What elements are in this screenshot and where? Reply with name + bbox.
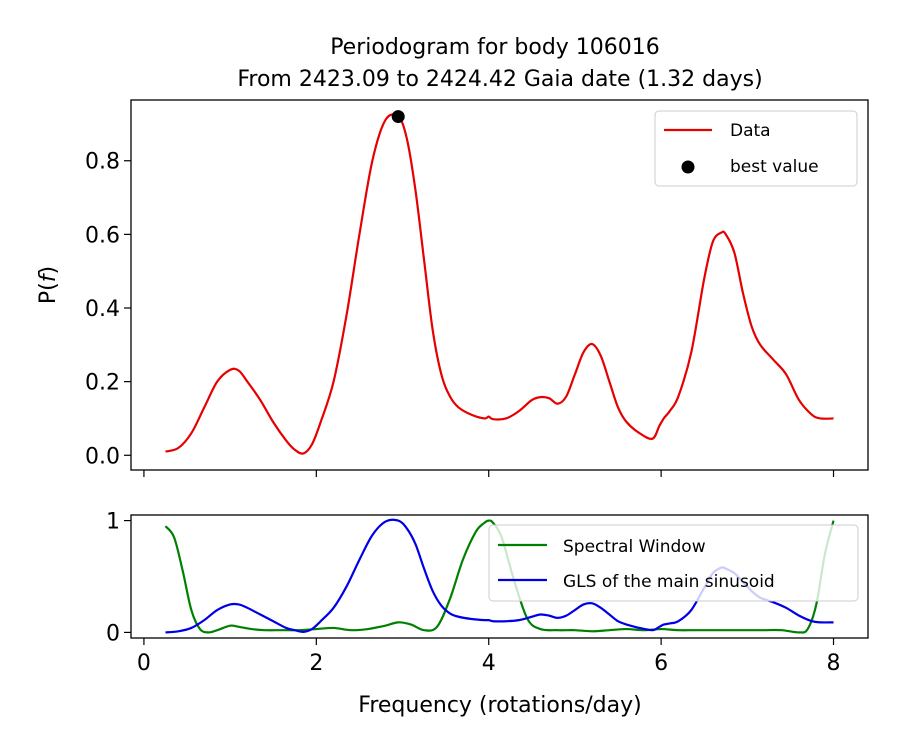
bottom-axes-frame [130,514,869,639]
bottom-y-tick-label: 1 [106,510,120,535]
x-axis-label: Frequency (rotations/day) [358,693,641,718]
bottom-legend-box [488,524,859,602]
bottom-axis-ticks: 0 2 4 6 8 0 1 [106,510,841,676]
bottom-x-tick-label: 6 [654,651,668,676]
bottom-x-tick-label: 2 [309,651,323,676]
bottom-y-tick-label: 0 [106,621,120,646]
chart-title: Periodogram for body 106016 [330,35,660,60]
chart-subtitle: From 2423.09 to 2424.42 Gaia date (1.32 … [237,67,762,92]
top-axes: 0.0 0.2 0.4 0.6 0.8 P(f) Data best value [36,99,869,477]
top-y-tick-label: 0.2 [85,371,120,396]
top-axis-ticks: 0.0 0.2 0.4 0.6 0.8 [85,150,835,477]
bottom-x-tick-label: 0 [137,651,151,676]
y-axis-label-close: ) [36,266,61,275]
bottom-spectral-window-line [164,519,835,634]
bottom-x-tick-label: 4 [482,651,496,676]
legend-best-value-swatch [681,160,695,174]
top-series-layer [165,110,834,455]
top-y-tick-label: 0.8 [85,150,120,175]
legend-best-value-label: best value [730,157,819,177]
legend-data-label: Data [730,121,771,141]
top-y-tick-label: 0.6 [85,223,120,248]
top-data-line [165,113,834,455]
legend-gls-label: GLS of the main sinusoid [563,572,775,592]
bottom-axes: 0 2 4 6 8 0 1 Frequency (rotations/day) Spectr… [106,510,869,718]
y-axis-label: P(f) [36,266,61,304]
top-y-tick-label: 0.4 [85,297,120,322]
y-axis-label-main: P( [36,282,61,304]
top-legend: Data best value [654,110,858,187]
top-axes-frame [130,99,869,471]
top-y-tick-label: 0.0 [85,444,120,469]
bottom-x-tick-label: 8 [827,651,841,676]
y-axis-label-var: f [36,271,61,282]
legend-spectral-window-label: Spectral Window [563,537,706,557]
top-best-value-point [391,110,405,124]
bottom-legend: Spectral Window GLS of the main sinusoid [488,524,859,602]
